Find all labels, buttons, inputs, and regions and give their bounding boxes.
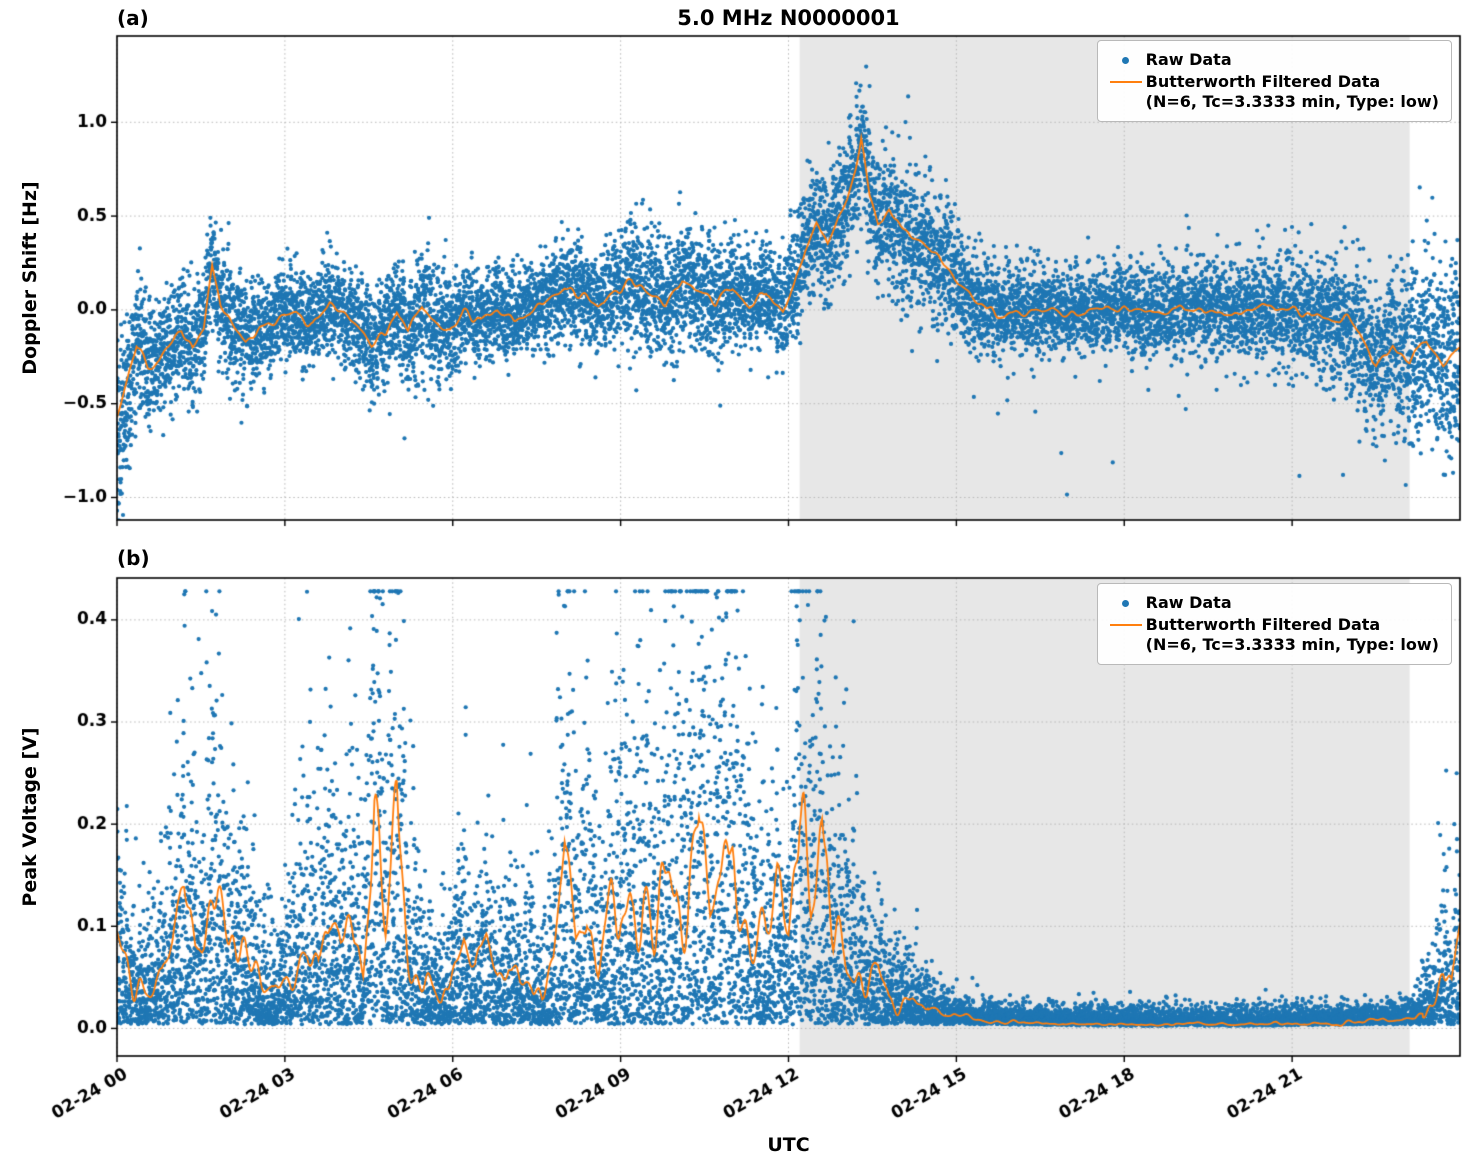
panel-b-label: (b) (117, 546, 150, 570)
legend-row-raw: Raw Data (1106, 593, 1439, 613)
panel-b-ylabel: Peak Voltage [V] (19, 727, 41, 907)
legend-raw-label: Raw Data (1145, 50, 1232, 69)
line-segment-icon (1109, 81, 1142, 83)
legend-filtered-label-line2: (N=6, Tc=3.3333 min, Type: low) (1145, 635, 1439, 654)
scatter-dot-icon (1122, 56, 1130, 64)
legend-row-filtered: Butterworth Filtered Data (N=6, Tc=3.333… (1106, 615, 1439, 655)
panel-a-label: (a) (117, 6, 149, 30)
line-segment-icon (1109, 624, 1142, 626)
scatter-dot-icon (1122, 599, 1130, 607)
legend-panel-a: Raw Data Butterworth Filtered Data (N=6,… (1096, 40, 1452, 122)
figure-title: 5.0 MHz N0000001 (677, 6, 900, 30)
filtered-line-marker (1106, 615, 1146, 635)
raw-data-dot-marker (1106, 593, 1146, 613)
legend-panel-b: Raw Data Butterworth Filtered Data (N=6,… (1096, 583, 1452, 665)
legend-raw-label: Raw Data (1145, 593, 1232, 612)
legend-filtered-label-line1: Butterworth Filtered Data (1145, 615, 1381, 634)
legend-row-raw: Raw Data (1106, 50, 1439, 70)
raw-data-dot-marker (1106, 50, 1146, 70)
x-axis-label: UTC (767, 1134, 810, 1156)
panel-a-ylabel: Doppler Shift [Hz] (19, 181, 41, 375)
filtered-line-marker (1106, 72, 1146, 92)
legend-filtered-label-line1: Butterworth Filtered Data (1145, 72, 1381, 91)
legend-filtered-label-line2: (N=6, Tc=3.3333 min, Type: low) (1145, 92, 1439, 111)
legend-row-filtered: Butterworth Filtered Data (N=6, Tc=3.333… (1106, 72, 1439, 112)
